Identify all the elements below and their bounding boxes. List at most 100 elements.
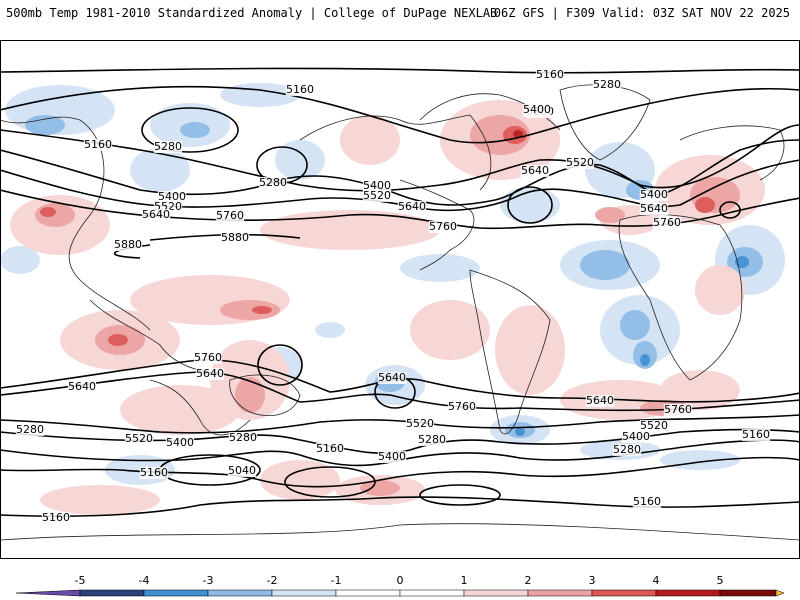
contour-label-5280-ak: 5280: [154, 140, 182, 153]
contour-label-bg: [639, 420, 669, 432]
contour-label-bg: [565, 157, 595, 169]
contour-label-bg: [592, 79, 622, 91]
contour-label-bg: [522, 104, 552, 116]
contour-label-bg: [141, 209, 171, 221]
contour-label-5400-sa: 5400: [378, 450, 406, 463]
contour-label-5880-b: 5880: [221, 231, 249, 244]
contour-label-5520-us: 5520: [363, 189, 391, 202]
colorbar-min-extend: [15, 589, 81, 597]
contour-label-5640-satl: 5640: [586, 394, 614, 407]
contour-label-5160-so2: 5160: [140, 466, 168, 479]
contour-label-5280-satl: 5280: [613, 443, 641, 456]
colorbar-swatch: [335, 589, 401, 597]
contour-label-bg: [362, 180, 392, 192]
contour-label-bg: [193, 352, 223, 364]
contour-label-5400-so1: 5400: [166, 436, 194, 449]
contour-label-bg: [632, 496, 662, 508]
colorbar-tick-label: -3: [203, 574, 214, 587]
colorbar-swatch: [719, 589, 777, 597]
colorbar-max-extend: [775, 589, 785, 597]
contour-label-5760-us: 5760: [429, 220, 457, 233]
contour-label-bg: [165, 437, 195, 449]
anomaly-map: 5160516052805280528051605280540055205640…: [0, 40, 800, 559]
contour-label-bg: [83, 139, 113, 151]
contour-label-bg: [139, 467, 169, 479]
contour-label-bg: [41, 512, 71, 524]
contour-label-5280-so2: 5280: [229, 431, 257, 444]
contour-label-5160-bot2: 5160: [633, 495, 661, 508]
contour-label-bg: [585, 395, 615, 407]
contour-label-5400-asia: 5400: [158, 190, 186, 203]
contour-label-5160-ak: 5160: [286, 83, 314, 96]
contour-label-bg: [227, 465, 257, 477]
colorbar-swatch: [463, 589, 529, 597]
contour-label-bg: [215, 210, 245, 222]
contour-label-5640-eu: 5640: [640, 202, 668, 215]
colorbar-swatch: [655, 589, 721, 597]
contour-label-5280-sa: 5280: [418, 433, 446, 446]
contour-label-5160-so1: 5160: [316, 442, 344, 455]
contour-label-bg: [124, 433, 154, 445]
colorbar-tick-label: -1: [331, 574, 342, 587]
contour-label-bg: [195, 368, 225, 380]
colorbar-swatch: [591, 589, 657, 597]
contour-label-5400-eu: 5400: [640, 188, 668, 201]
colorbar-swatch: [143, 589, 209, 597]
contour-label-bg: [535, 69, 565, 81]
contour-label-bg: [405, 418, 435, 430]
model-run-info: 06Z GFS | F309 Valid: 03Z SAT NOV 22 202…: [493, 6, 790, 20]
contour-label-5040-so: 5040: [228, 464, 256, 477]
contour-label-5640-atl: 5640: [521, 164, 549, 177]
contour-label-5760-pac: 5760: [216, 209, 244, 222]
contour-label-5520-sa: 5520: [406, 417, 434, 430]
contour-labels: 5160516052805280528051605280540055205640…: [15, 68, 771, 524]
map-title: 500mb Temp 1981-2010 Standardized Anomal…: [6, 6, 498, 20]
contour-label-bg: [612, 444, 642, 456]
colorbar-swatch: [79, 589, 145, 597]
contour-label-bg: [258, 177, 288, 189]
contour-label-5520-satl: 5520: [640, 419, 668, 432]
contour-label-5640-sp3: 5640: [378, 371, 406, 384]
contour-label-5760-eu: 5760: [653, 216, 681, 229]
contour-label-bg: [639, 189, 669, 201]
contour-label-bg: [377, 451, 407, 463]
colorbar-tick-label: -5: [75, 574, 86, 587]
contour-label-bg: [315, 443, 345, 455]
contour-label-bg: [652, 217, 682, 229]
contour-label-5760-sa: 5760: [448, 400, 476, 413]
contour-label-5280-asia: 5280: [259, 176, 287, 189]
contour-label-5280-so1: 5280: [16, 423, 44, 436]
colorbar-tick-label: -2: [267, 574, 278, 587]
colorbar-tick-label: 5: [717, 574, 724, 587]
contour-label-bg: [362, 190, 392, 202]
colorbar-tick-label: 2: [525, 574, 532, 587]
contour-label-bg: [447, 401, 477, 413]
contour-label-5640-asia: 5640: [142, 208, 170, 221]
contour-label-bg: [377, 372, 407, 384]
contour-label-5400-us: 5400: [363, 179, 391, 192]
contour-label-5400-satl: 5400: [622, 430, 650, 443]
contour-label-5760-satl: 5760: [664, 403, 692, 416]
contour-label-5160-asia: 5160: [84, 138, 112, 151]
contour-label-bg: [428, 221, 458, 233]
contour-label-bg: [15, 424, 45, 436]
contour-label-5520-atl: 5520: [566, 156, 594, 169]
colorbar-swatch: [271, 589, 337, 597]
colorbar-ticks: -5 -4 -3 -2 -1 0 1 2 3 4 5: [75, 574, 724, 587]
contour-label-bg: [113, 239, 143, 251]
contour-label-bg: [520, 165, 550, 177]
colorbar-swatches: [15, 589, 785, 597]
colorbar-tick-label: 3: [589, 574, 596, 587]
contour-label-5640-sp1: 5640: [68, 380, 96, 393]
contour-label-bg: [67, 381, 97, 393]
colorbar: -5 -4 -3 -2 -1 0 1 2 3 4 5: [15, 574, 785, 597]
contour-label-5880-a: 5880: [114, 238, 142, 251]
contour-label-5400-can: 5400: [523, 103, 551, 116]
colorbar-tick-label: 4: [653, 574, 660, 587]
colorbar-swatch: [399, 589, 465, 597]
colorbar-swatch: [527, 589, 593, 597]
contour-label-bg: [228, 432, 258, 444]
contour-label-bg: [663, 404, 693, 416]
contour-label-bg: [153, 141, 183, 153]
contour-label-bg: [639, 203, 669, 215]
